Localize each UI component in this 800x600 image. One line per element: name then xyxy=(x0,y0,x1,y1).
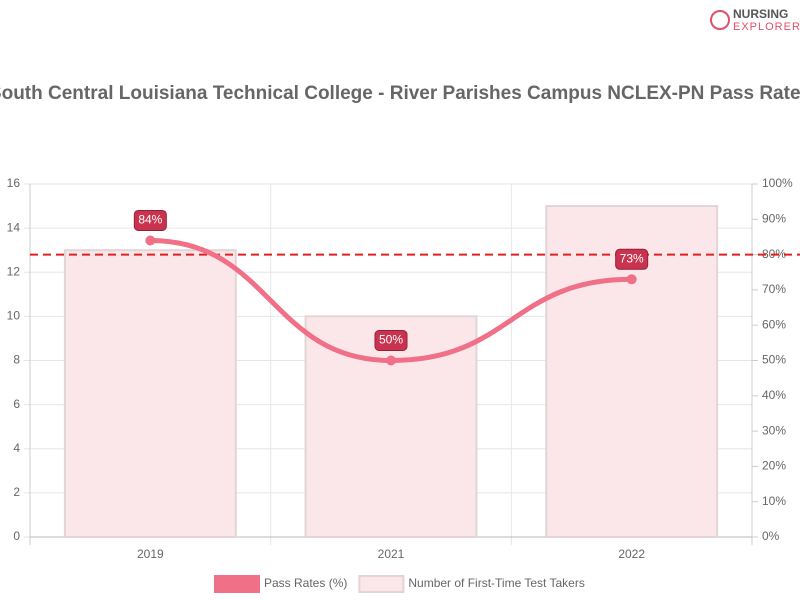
point xyxy=(386,355,396,366)
legend-label: Pass Rates (%) xyxy=(264,576,347,590)
y2-tick-label: 100% xyxy=(762,176,793,190)
logo-text: NURSING xyxy=(733,7,788,21)
y-tick-label: 10 xyxy=(7,309,21,323)
value-label: 73% xyxy=(620,251,644,265)
value-label-box xyxy=(133,209,167,231)
legend-label: Number of First-Time Test Takers xyxy=(408,576,584,590)
y2-tick-label: 50% xyxy=(762,353,786,367)
y-tick-label: 0 xyxy=(13,529,20,543)
y2-tick-label: 30% xyxy=(762,423,786,437)
value-label: 84% xyxy=(138,213,162,227)
y2-tick-label: 90% xyxy=(762,211,786,225)
y-tick-label: 16 xyxy=(7,176,21,190)
y2-tick-label: 40% xyxy=(762,388,786,402)
point xyxy=(145,235,156,246)
legend-swatch xyxy=(214,575,260,593)
y-tick-label: 4 xyxy=(13,441,20,455)
value-label-box xyxy=(615,248,649,270)
x-tick-label: 2022 xyxy=(618,547,645,561)
x-tick-label: 2019 xyxy=(137,547,164,561)
y-tick-label: 14 xyxy=(7,220,21,234)
y2-tick-label: 60% xyxy=(762,317,786,331)
logo-icon xyxy=(710,10,730,30)
legend-swatch xyxy=(358,575,405,593)
value-label-box xyxy=(374,330,408,351)
chart-title: South Central Louisiana Technical Colleg… xyxy=(0,83,800,104)
y-tick-label: 12 xyxy=(7,264,21,278)
y2-tick-label: 70% xyxy=(762,282,786,296)
logo: NURSING EXPLORER xyxy=(710,7,800,33)
y2-tick-label: 0% xyxy=(762,529,780,543)
y-tick-label: 2 xyxy=(13,485,20,499)
y2-tick-label: 20% xyxy=(762,459,786,473)
y-tick-label: 6 xyxy=(13,397,20,411)
logo-text: EXPLORER xyxy=(733,21,800,33)
x-tick-label: 2021 xyxy=(378,547,405,561)
value-label: 50% xyxy=(379,333,403,347)
y-tick-label: 8 xyxy=(13,353,20,367)
bar xyxy=(63,249,237,538)
point xyxy=(626,274,637,285)
y2-tick-label: 10% xyxy=(762,494,786,508)
